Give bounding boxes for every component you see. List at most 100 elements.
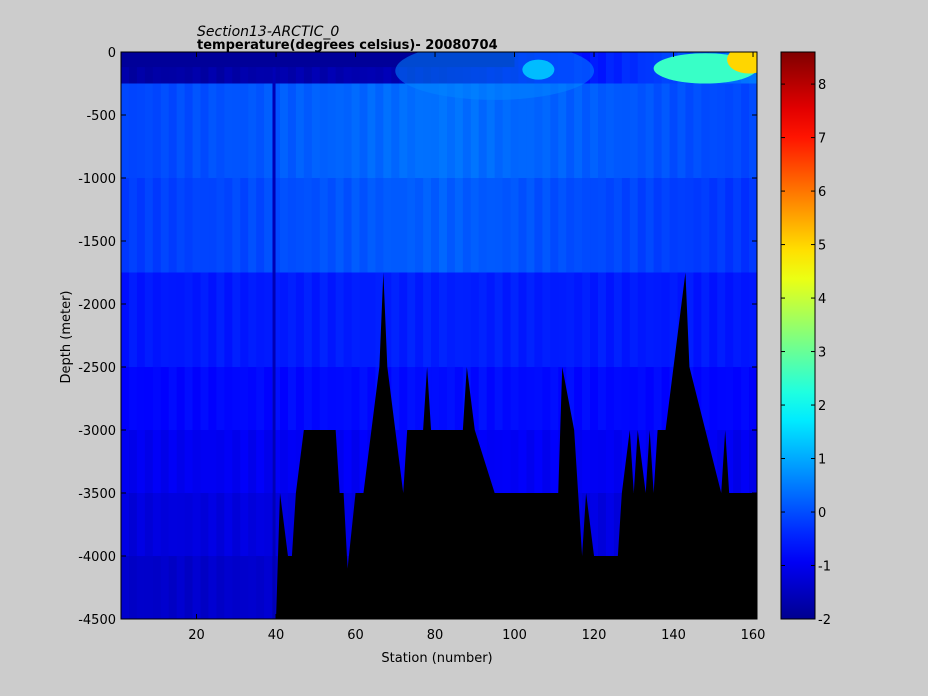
heatmap-cell: [733, 367, 742, 431]
heatmap-cell: [526, 430, 535, 494]
heatmap-cell: [510, 367, 520, 431]
heatmap-cell: [590, 272, 599, 368]
heatmap-cell: [287, 52, 297, 85]
vertical-stripe: [272, 52, 276, 619]
heatmap-cell: [518, 272, 528, 368]
heatmap-cell: [446, 367, 456, 431]
heatmap-cell: [248, 272, 257, 368]
heatmap-cell: [741, 367, 750, 431]
y-tick-label: -3500: [78, 487, 116, 502]
heatmap-cell: [152, 83, 162, 179]
heatmap-cell: [200, 556, 210, 619]
heatmap-cell: [725, 367, 734, 431]
heatmap-cell: [351, 178, 361, 274]
colorbar-tick-label: 6: [818, 185, 826, 200]
heatmap-cell: [303, 52, 313, 85]
heatmap-cell: [168, 430, 178, 494]
heatmap-cell: [216, 556, 225, 619]
y-tick-label: -1500: [78, 235, 116, 250]
heatmap-cell: [128, 430, 138, 494]
colorbar-tick-label: 1: [818, 453, 826, 468]
y-axis-label: Depth (meter): [59, 291, 74, 384]
colorbar-tick-label: 4: [818, 292, 826, 307]
heatmap-cell: [121, 430, 130, 494]
heatmap-cell: [232, 52, 241, 85]
heatmap-cell: [733, 178, 742, 274]
heatmap-cell: [629, 430, 639, 494]
y-tick-label: -3000: [78, 424, 116, 439]
heatmap-cell: [144, 178, 154, 274]
heatmap-cell: [327, 178, 337, 274]
plot-frame: [120, 51, 758, 620]
heatmap-cell: [598, 178, 607, 274]
heatmap-cell: [526, 272, 535, 368]
heatmap-cell: [439, 272, 448, 368]
heatmap-cell: [613, 52, 623, 85]
heatmap-cell: [566, 178, 575, 274]
heatmap-cell: [645, 83, 655, 179]
heatmap-cell: [136, 430, 146, 494]
heatmap-cell: [176, 556, 186, 619]
heatmap-cell: [574, 83, 583, 179]
colorbar-tick-label: 5: [818, 239, 826, 254]
heatmap-cell: [478, 272, 488, 368]
heatmap-cell: [240, 430, 249, 494]
heatmap-cell: [287, 178, 297, 274]
heatmap-cell: [319, 367, 329, 431]
heatmap-cell: [693, 367, 702, 431]
heatmap-cell: [184, 493, 194, 557]
heatmap-cell: [510, 272, 520, 368]
heatmap-cell: [621, 272, 631, 368]
heatmap-cell: [534, 83, 543, 179]
heatmap-cell: [478, 367, 488, 431]
heatmap-cell: [454, 178, 464, 274]
heatmap-cell: [454, 83, 464, 179]
heatmap-cell: [327, 52, 337, 85]
heatmap-cell: [494, 178, 504, 274]
heatmap-cell: [629, 83, 639, 179]
heatmap-cell: [351, 52, 361, 85]
heatmap-cell: [264, 83, 273, 179]
heatmap-cell: [470, 272, 480, 368]
heatmap-cell: [717, 178, 726, 274]
heatmap-cell: [375, 83, 384, 179]
heatmap-cell: [733, 83, 742, 179]
heatmap-cell: [136, 272, 146, 368]
heatmap-cell: [152, 52, 162, 85]
heatmap-cell: [526, 178, 535, 274]
heatmap-cell: [248, 83, 257, 179]
heatmap-cell: [144, 556, 154, 619]
heatmap-cell: [613, 272, 623, 368]
heatmap-cell: [351, 83, 361, 179]
heatmap-cell: [168, 52, 178, 85]
heatmap-cell: [176, 52, 186, 85]
heatmap-cell: [542, 430, 551, 494]
heatmap-cell: [391, 83, 400, 179]
heatmap-cell: [574, 367, 583, 431]
heatmap-cell: [160, 493, 170, 557]
heatmap-cell: [144, 367, 154, 431]
heatmap-cell: [566, 83, 575, 179]
heatmap-cell: [144, 430, 154, 494]
heatmap-cell: [240, 556, 249, 619]
x-axis-label: Station (number): [381, 651, 492, 666]
heatmap-cell: [192, 272, 202, 368]
heatmap-cell: [446, 83, 456, 179]
heatmap-cell: [295, 83, 305, 179]
heatmap-cell: [272, 83, 281, 179]
heatmap-cell: [240, 178, 249, 274]
heatmap-cell: [272, 178, 281, 274]
heatmap-cell: [136, 178, 146, 274]
heatmap-cell: [303, 272, 313, 368]
heatmap-cell: [224, 367, 233, 431]
heatmap-cell: [160, 83, 170, 179]
heatmap-cell: [240, 52, 249, 85]
heatmap-cell: [160, 52, 170, 85]
heatmap-cell: [518, 430, 528, 494]
heatmap-cell: [280, 430, 289, 494]
heatmap-cell: [725, 83, 734, 179]
heatmap-cell: [510, 83, 520, 179]
heatmap-cell: [152, 272, 162, 368]
heatmap-cell: [311, 83, 321, 179]
heatmap-cell: [224, 430, 233, 494]
